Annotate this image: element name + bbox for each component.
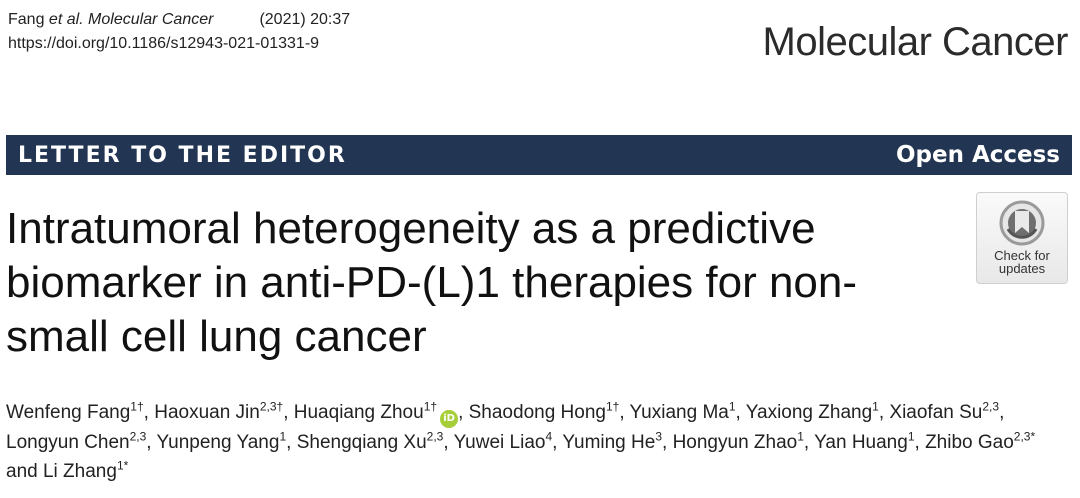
author: Shaodong Hong1†, [468,399,630,423]
author-separator: , [662,432,673,453]
author-separator: , [914,432,926,453]
author-separator: , [878,402,890,423]
author-separator: , [552,432,563,453]
article-title: Intratumoral heterogeneity as a predicti… [6,202,956,364]
author-separator: , [286,432,297,453]
badge-text: Check for updates [977,249,1067,275]
author-separator: , [803,432,815,453]
author-separator: , [458,402,469,423]
author-name[interactable]: Shaodong Hong [468,402,606,423]
citation-line: Fang et al. Molecular Cancer (2021) 20:37 [8,8,350,32]
author: Li Zhang1* [42,458,129,482]
author-affiliation: 1† [605,399,620,414]
author-affiliation: 1† [423,399,438,414]
author-affiliation: 1 [872,399,879,414]
author-affiliation: 1 [797,429,804,444]
author-name[interactable]: Yaxiong Zhang [745,402,873,423]
crossmark-icon [999,200,1045,246]
author: Yunpeng Yang1, [156,429,297,453]
author-affiliation: 2,3 [426,429,444,444]
author: Shengqiang Xu2,3, [296,429,454,453]
author: Xiaofan Su2,3, [889,399,1005,423]
author-affiliation: 1 [728,399,736,414]
author-affiliation: 2,3† [259,399,284,414]
author-separator: and [6,461,43,482]
author: Wenfeng Fang1†, [6,399,155,423]
author: Hongyun Zhao1, [672,429,815,453]
author-separator: , [443,432,454,453]
author-name[interactable]: Yuxiang Ma [629,402,729,423]
author-affiliation: 2,3* [1013,429,1036,444]
title-line: biomarker in anti-PD-(L)1 therapies for … [6,258,858,307]
author-affiliation: 4 [545,429,553,444]
author-name[interactable]: Li Zhang [42,461,117,482]
author-name[interactable]: Haoxuan Jin [154,402,260,423]
title-line: small cell lung cancer [6,312,427,361]
journal-name: Molecular Cancer [762,20,1069,64]
author: Yan Huang1, [814,429,926,453]
author: Yuxiang Ma1, [629,399,746,423]
author: Yuming He3, [562,429,673,453]
author-affiliation: 2,3 [129,429,147,444]
author-name[interactable]: Yunpeng Yang [156,432,280,453]
citation-year: (2021) 20:37 [259,11,351,28]
author: Yaxiong Zhang1, [745,399,890,423]
author-name[interactable]: Shengqiang Xu [296,432,427,453]
author-name[interactable]: Wenfeng Fang [6,402,131,423]
orcid-icon[interactable]: iD [440,410,459,428]
citation-header: Fang et al. Molecular Cancer (2021) 20:37… [8,8,350,56]
author-affiliation: 1* [116,458,129,473]
author-affiliation: 2,3 [982,399,1000,414]
author-name[interactable]: Huaqiang Zhou [293,402,424,423]
author-affiliation: 3 [655,429,663,444]
author-affiliation: 1† [130,399,144,414]
author-affiliation: 1 [907,429,915,444]
open-access-label: Open Access [895,142,1060,168]
author: Huaqiang Zhou1†iD, [293,399,469,428]
author-name[interactable]: Longyun Chen [6,432,130,453]
author-separator: , [735,402,746,423]
author-name[interactable]: Yuwei Liao [453,432,546,453]
badge-line: Check for [994,248,1050,263]
author-name[interactable]: Hongyun Zhao [672,432,798,453]
author-separator: , [283,402,294,423]
citation-author: Fang [8,11,49,28]
author-separator: , [999,402,1005,423]
author-name[interactable]: Zhibo Gao [925,432,1014,453]
author-separator: , [143,402,155,423]
author-name[interactable]: Xiaofan Su [889,402,983,423]
author-name[interactable]: Yan Huang [814,432,908,453]
author: Yuwei Liao4, [453,429,563,453]
doi-link[interactable]: https://doi.org/10.1186/s12943-021-01331… [8,35,320,52]
author-list: Wenfeng Fang1†, Haoxuan Jin2,3†, Huaqian… [6,398,1066,486]
author: Longyun Chen2,3, [6,429,157,453]
author-name[interactable]: Yuming He [562,432,656,453]
author-separator: , [146,432,157,453]
citation-journal: et al. Molecular Cancer [48,11,214,28]
badge-line: updates [998,261,1046,276]
title-line: Intratumoral heterogeneity as a predicti… [6,204,816,253]
author-affiliation: 1 [279,429,287,444]
author-separator: , [619,402,630,423]
author: Zhibo Gao2,3* and [6,429,1036,482]
article-type: LETTER TO THE EDITOR [18,142,347,168]
author: Haoxuan Jin2,3†, [154,399,294,423]
check-for-updates-button[interactable]: Check for updates [976,192,1068,284]
article-type-banner: LETTER TO THE EDITOR Open Access [6,135,1072,175]
